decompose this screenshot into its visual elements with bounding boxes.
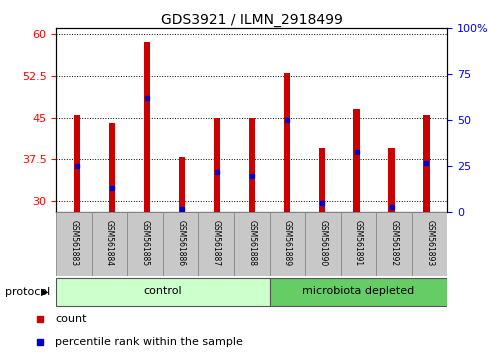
Text: GSM561887: GSM561887 — [211, 220, 220, 266]
Text: GSM561892: GSM561892 — [389, 220, 398, 266]
Text: ▶: ▶ — [41, 287, 49, 297]
Bar — [92, 212, 127, 276]
Text: GSM561889: GSM561889 — [283, 220, 291, 266]
Bar — [269, 278, 447, 306]
Text: control: control — [143, 286, 182, 296]
Bar — [248, 118, 254, 212]
Text: GSM561886: GSM561886 — [176, 220, 185, 266]
Bar — [423, 115, 429, 212]
Bar — [179, 156, 185, 212]
Bar — [234, 212, 269, 276]
Bar — [376, 212, 411, 276]
Text: GSM561891: GSM561891 — [353, 220, 362, 266]
Bar — [56, 278, 269, 306]
Bar — [127, 212, 163, 276]
Text: microbiota depleted: microbiota depleted — [302, 286, 414, 296]
Bar — [109, 123, 115, 212]
Bar — [305, 212, 340, 276]
Bar — [340, 212, 376, 276]
Bar — [198, 212, 234, 276]
Text: protocol: protocol — [5, 287, 50, 297]
Bar — [318, 148, 324, 212]
Bar — [353, 109, 359, 212]
Bar — [411, 212, 447, 276]
Bar — [56, 212, 92, 276]
Bar — [213, 118, 220, 212]
Text: percentile rank within the sample: percentile rank within the sample — [55, 337, 243, 347]
Text: GSM561883: GSM561883 — [69, 220, 79, 266]
Text: GSM561885: GSM561885 — [141, 220, 149, 266]
Bar — [74, 115, 80, 212]
Title: GDS3921 / ILMN_2918499: GDS3921 / ILMN_2918499 — [161, 13, 342, 27]
Bar — [163, 212, 198, 276]
Text: GSM561888: GSM561888 — [247, 220, 256, 266]
Bar — [283, 73, 289, 212]
Bar — [387, 148, 394, 212]
Text: count: count — [55, 314, 86, 325]
Bar — [143, 42, 150, 212]
Text: GSM561890: GSM561890 — [318, 220, 327, 266]
Text: GSM561884: GSM561884 — [105, 220, 114, 266]
Text: GSM561893: GSM561893 — [424, 220, 433, 266]
Bar — [269, 212, 305, 276]
